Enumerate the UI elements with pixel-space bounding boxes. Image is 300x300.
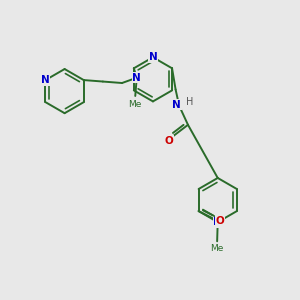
Text: N: N bbox=[213, 217, 222, 227]
Text: N: N bbox=[172, 100, 181, 110]
Text: N: N bbox=[41, 75, 50, 85]
Text: N: N bbox=[148, 52, 157, 62]
Text: O: O bbox=[164, 136, 173, 146]
Text: O: O bbox=[216, 216, 224, 226]
Text: N: N bbox=[132, 73, 141, 83]
Text: Me: Me bbox=[210, 244, 224, 253]
Text: H: H bbox=[186, 97, 193, 107]
Text: Me: Me bbox=[129, 100, 142, 109]
